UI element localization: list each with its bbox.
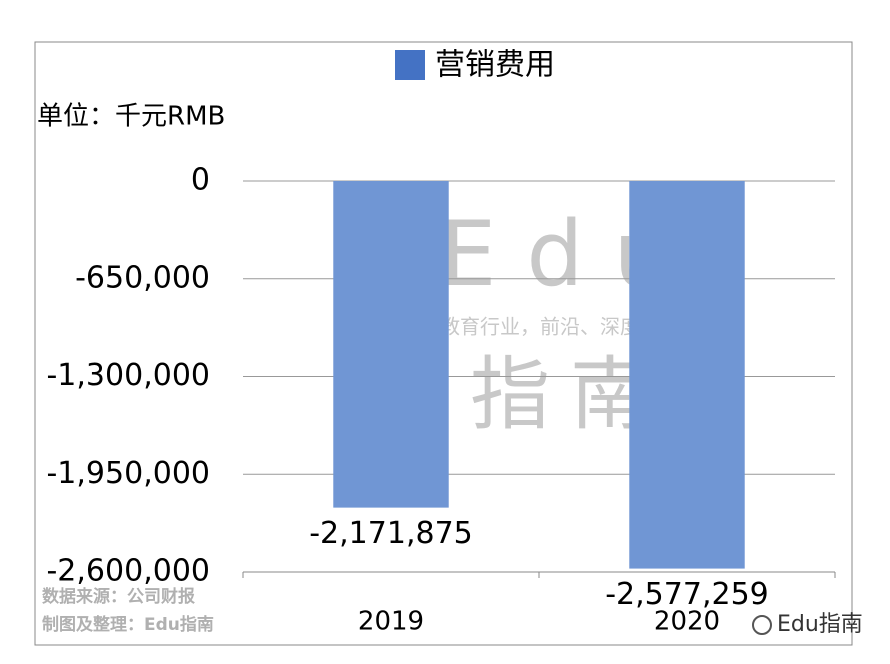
legend-label: 营销费用 xyxy=(435,48,555,83)
bar xyxy=(333,181,449,508)
y-tick-label: -1,950,000 xyxy=(46,456,210,491)
chart-frame xyxy=(34,41,853,646)
bar xyxy=(629,181,745,569)
y-tick-label: -1,300,000 xyxy=(46,358,210,393)
credit-note: 制图及整理：Edu指南 xyxy=(42,614,214,635)
wechat-icon xyxy=(752,615,772,635)
watermark: 指南 xyxy=(470,348,670,441)
source-note: 数据来源：公司财报 xyxy=(42,586,195,607)
x-tick-label: 2019 xyxy=(358,607,424,637)
y-tick-label: -650,000 xyxy=(75,260,210,295)
unit-label: 单位：千元RMB xyxy=(37,102,225,132)
y-tick-label: 0 xyxy=(191,163,210,198)
y-tick-label: -2,600,000 xyxy=(46,554,210,589)
legend-swatch xyxy=(395,50,425,80)
value-label: -2,171,875 xyxy=(309,516,473,551)
brand: Edu指南 xyxy=(777,612,863,637)
x-tick-label: 2020 xyxy=(654,607,720,637)
value-label: -2,577,259 xyxy=(605,577,769,612)
